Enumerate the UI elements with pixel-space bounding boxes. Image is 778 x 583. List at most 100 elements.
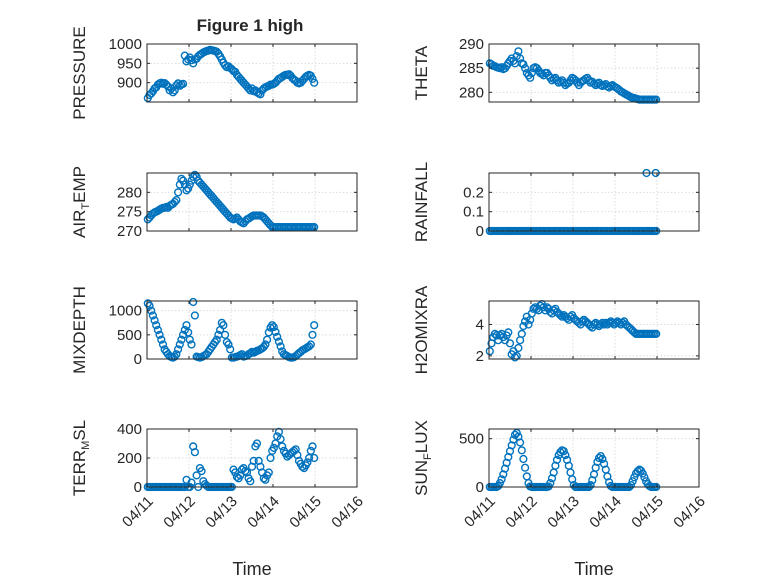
data-point [182,321,191,330]
y-tick-label: 280 [459,84,484,101]
data-point [514,343,523,353]
subplot-rainfall: 0 0.1 0.2 RAINFALL [412,162,700,242]
data-point [155,330,164,339]
data-point [224,340,233,349]
y-tick-label: 275 [117,204,142,221]
data-point [527,68,536,78]
y-tick-label: 4 [476,317,484,334]
y-tick-label: 1000 [109,36,142,53]
series-markers [143,297,319,362]
y-tick-label: 0.2 [463,184,484,201]
ticks: 0 200 400 [117,421,358,496]
data-point [150,316,159,325]
ticks: 0 500 1000 [109,301,358,368]
series-markers [143,170,319,232]
x-axis-label: Time [232,559,271,579]
data-point [305,342,314,351]
data-point [162,80,171,89]
data-point [559,447,568,456]
data-point [269,443,278,453]
axes-box [146,43,358,103]
y-tick-label: 0.1 [463,204,484,221]
ticks: 0 500 [459,429,700,496]
data-point [630,473,639,482]
data-point [264,468,273,477]
y-tick-label: 285 [459,60,484,77]
data-point [256,90,265,99]
ticks: 280 285 290 [459,36,700,102]
data-point [310,453,319,463]
data-point [190,448,200,457]
data-point [152,321,161,330]
axes-box [488,172,700,232]
data-point [561,451,570,460]
data-point [246,477,255,486]
data-point [190,311,200,320]
data-point [527,309,536,318]
data-point [274,337,284,346]
data-point [197,467,206,476]
data-point [303,458,312,467]
data-point [249,456,258,466]
axes-box [488,300,700,360]
y-tick-label: 0 [476,479,484,496]
y-axis-label: TERRMSL [70,420,92,496]
data-point [628,477,637,486]
data-point [153,325,163,335]
data-point [170,197,179,207]
data-point [145,301,154,310]
y-tick-label: 500 [117,327,142,344]
data-point [652,329,661,339]
y-tick-label: 200 [117,450,142,467]
y-tick-label: 0 [134,479,142,496]
ticks: 270 275 280 [117,173,358,240]
data-point [308,74,317,83]
data-point [177,335,186,344]
data-point [306,340,315,349]
y-axis-label: SUNFLUX [412,420,434,496]
data-point [263,335,272,344]
y-axis-label: THETA [412,45,431,100]
data-point [174,345,183,354]
series-markers [485,47,661,104]
data-point [310,321,319,330]
x-axis-label: Time [574,559,613,579]
data-point [266,453,275,463]
series-markers [485,300,661,362]
data-point [556,311,565,320]
data-point [170,86,179,95]
y-axis-label: H2OMIXRA [412,285,431,374]
y-tick-label: 0 [134,351,142,368]
y-axis-label: RAINFALL [412,162,431,242]
subplot-grid: 900 950 1000 PRESSURE 280 285 290 THETA 270 275 28… [70,26,709,579]
data-point [168,88,178,97]
data-point [219,321,228,330]
data-point [310,78,319,87]
data-point [212,335,221,344]
data-point [524,320,533,329]
plot-area [489,173,699,231]
data-point [552,455,562,465]
y-tick-label: 400 [117,421,142,438]
data-point [505,339,515,348]
data-point [271,439,280,448]
data-point [179,79,188,88]
y-tick-label: 500 [459,431,484,448]
data-point [261,475,270,484]
axes-box [488,428,700,488]
data-point [519,60,528,69]
data-point [520,463,530,472]
subplot-pressure: 900 950 1000 PRESSURE [70,26,358,120]
series-markers [143,45,319,103]
subplot-air_temp: 270 275 280 AIRTEMP [70,166,358,240]
data-point [221,330,230,339]
y-tick-label: 280 [117,184,142,201]
ticks: 900 950 1000 [109,36,358,102]
data-point [308,442,317,451]
data-point [185,180,194,189]
y-tick-label: 290 [459,36,484,53]
ticks: 24 [476,301,700,365]
data-point [268,321,277,330]
data-point [586,481,595,490]
